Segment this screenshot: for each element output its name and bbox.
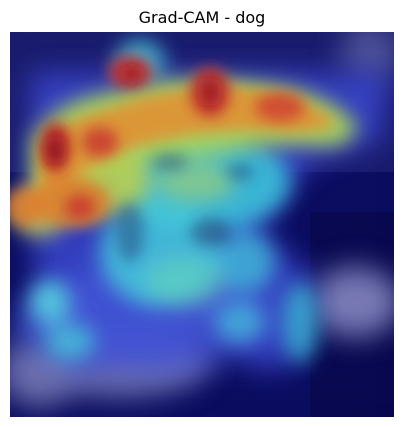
heatmap-overlay — [10, 32, 394, 417]
gradcam-heatmap-image — [10, 32, 394, 417]
figure-title: Grad-CAM - dog — [138, 8, 266, 27]
